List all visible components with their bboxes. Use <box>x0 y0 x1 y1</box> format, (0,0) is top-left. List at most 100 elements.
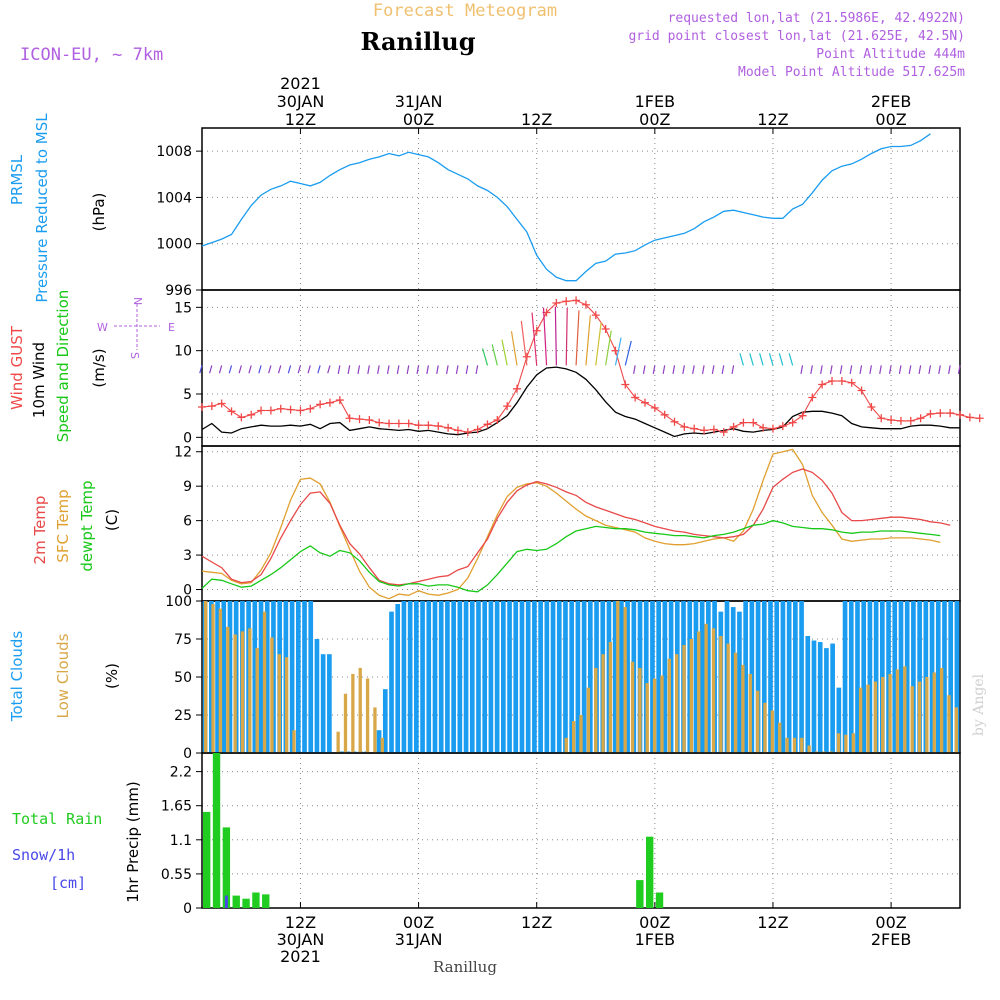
bottom-time-label: 00Z <box>639 913 670 932</box>
gust-marker <box>473 425 482 434</box>
gust-marker <box>424 421 433 430</box>
footer-station: Ranillug <box>433 958 497 976</box>
total-cloud-bar <box>476 601 481 753</box>
total-cloud-bar <box>867 601 873 753</box>
gust-marker <box>513 384 522 393</box>
temp-ytick-label: 6 <box>183 514 192 530</box>
total-cloud-bar <box>848 601 854 753</box>
total-cloud-bar <box>314 639 320 753</box>
wind-direction-arrow <box>386 365 390 374</box>
wind-direction-arrow <box>475 365 479 374</box>
total-cloud-bar <box>730 607 736 753</box>
wind-direction-arrow <box>778 353 784 366</box>
low-cloud-bar <box>697 631 701 753</box>
gust-marker <box>690 424 699 433</box>
total-cloud-bar <box>643 601 649 753</box>
wind-direction-arrow <box>436 365 439 374</box>
wind-direction-arrow <box>565 307 568 366</box>
low-cloud-bar <box>380 737 384 753</box>
wind-direction-arrow <box>605 330 612 366</box>
temp-ytick-label: 0 <box>183 583 192 599</box>
wind-direction-arrow <box>820 365 823 374</box>
wind-direction-arrow <box>268 365 272 374</box>
gust-marker <box>631 393 640 402</box>
low-cloud-bar <box>711 628 716 753</box>
wind-direction-arrow <box>248 365 252 374</box>
temp-2m-line <box>201 468 951 586</box>
temp-ytick-label: 12 <box>174 445 192 461</box>
low-cloud-bar <box>638 667 642 753</box>
rain-bar <box>252 892 260 908</box>
low-cloud-bar <box>917 681 922 753</box>
low-cloud-bar <box>844 734 848 753</box>
gust-marker <box>640 398 649 407</box>
gust-marker <box>227 407 236 416</box>
top-time-label: 1FEB <box>635 92 675 111</box>
wind-direction-arrow <box>396 365 400 374</box>
total-cloud-bar <box>327 654 332 753</box>
low-cloud-bar <box>792 737 797 753</box>
wind-ytick-label: 5 <box>183 387 192 403</box>
snow-bar <box>224 895 228 908</box>
gust-marker <box>444 423 453 432</box>
gust-marker <box>404 419 413 428</box>
low-cloud-bar <box>660 675 664 753</box>
gust-marker <box>207 402 216 411</box>
low-cloud-bar <box>601 654 605 753</box>
wind-direction-arrow <box>938 365 941 374</box>
total-cloud-bar <box>656 601 661 753</box>
low-cloud-bar <box>255 648 259 753</box>
bottom-time-label: 2FEB <box>871 930 911 949</box>
wind-direction-arrow <box>337 365 341 374</box>
total-cloud-bar <box>339 751 345 753</box>
cloud-ytick-label: 0 <box>183 746 192 762</box>
wind-direction-arrow <box>672 365 676 374</box>
cloud-ytick-label: 100 <box>165 594 192 610</box>
total-cloud-bar <box>525 601 531 753</box>
point-altitude: Point Altitude 444m <box>816 47 965 62</box>
low-cloud-bar <box>630 661 635 753</box>
wind-ytick-label: 15 <box>174 300 192 316</box>
low-cloud-bar <box>814 751 819 753</box>
total-cloud-bar <box>221 601 227 753</box>
total-cloud-bar <box>873 601 879 753</box>
total-cloud-bar <box>892 601 898 753</box>
low-cloud-bar <box>204 601 208 753</box>
cloud-ytick-label: 50 <box>174 670 192 686</box>
wind-direction-arrow <box>739 353 745 366</box>
wind-direction-arrow <box>455 365 459 374</box>
pressure-ytick-label: 996 <box>165 283 192 299</box>
wind-direction-arrow <box>788 353 794 366</box>
dewpt-temp-line <box>201 519 941 593</box>
wind-direction-arrow <box>228 365 233 374</box>
low-cloud-bar <box>270 637 274 753</box>
gust-marker <box>808 393 817 402</box>
wind-direction-arrow <box>287 365 292 374</box>
total-cloud-bar <box>563 601 568 753</box>
precip-panel: 0 0.55 1.1 1.65 2.2 <box>161 752 961 917</box>
wind-direction-arrow <box>898 365 902 374</box>
wind-direction-arrow <box>642 365 646 374</box>
cloud-panel: 0 25 50 75 100 <box>165 594 961 762</box>
low-cloud-bar <box>336 731 340 753</box>
total-cloud-bar <box>295 601 301 753</box>
wind-direction-arrow <box>416 365 420 374</box>
wind-direction-arrow <box>957 365 961 374</box>
total-cloud-bar <box>469 601 475 753</box>
low-cloud-bar <box>608 642 613 753</box>
low-cloud-bar <box>623 607 627 753</box>
low-cloud-bar <box>682 645 686 753</box>
total-cloud-bar <box>482 601 488 753</box>
wind-direction-arrow <box>749 353 754 366</box>
total-cloud-bar <box>308 601 314 753</box>
gust-marker <box>887 416 896 424</box>
gust-marker <box>759 423 768 432</box>
temp-unit: (C) <box>103 509 121 531</box>
gust-marker <box>296 406 305 415</box>
temp-ylabel-2: SFC Temp <box>54 489 72 562</box>
low-cloud-bar <box>748 673 752 753</box>
gust-marker <box>946 409 955 418</box>
total-cloud-bar <box>948 601 954 753</box>
low-cloud-bar <box>292 730 296 753</box>
gust-marker <box>572 296 581 305</box>
